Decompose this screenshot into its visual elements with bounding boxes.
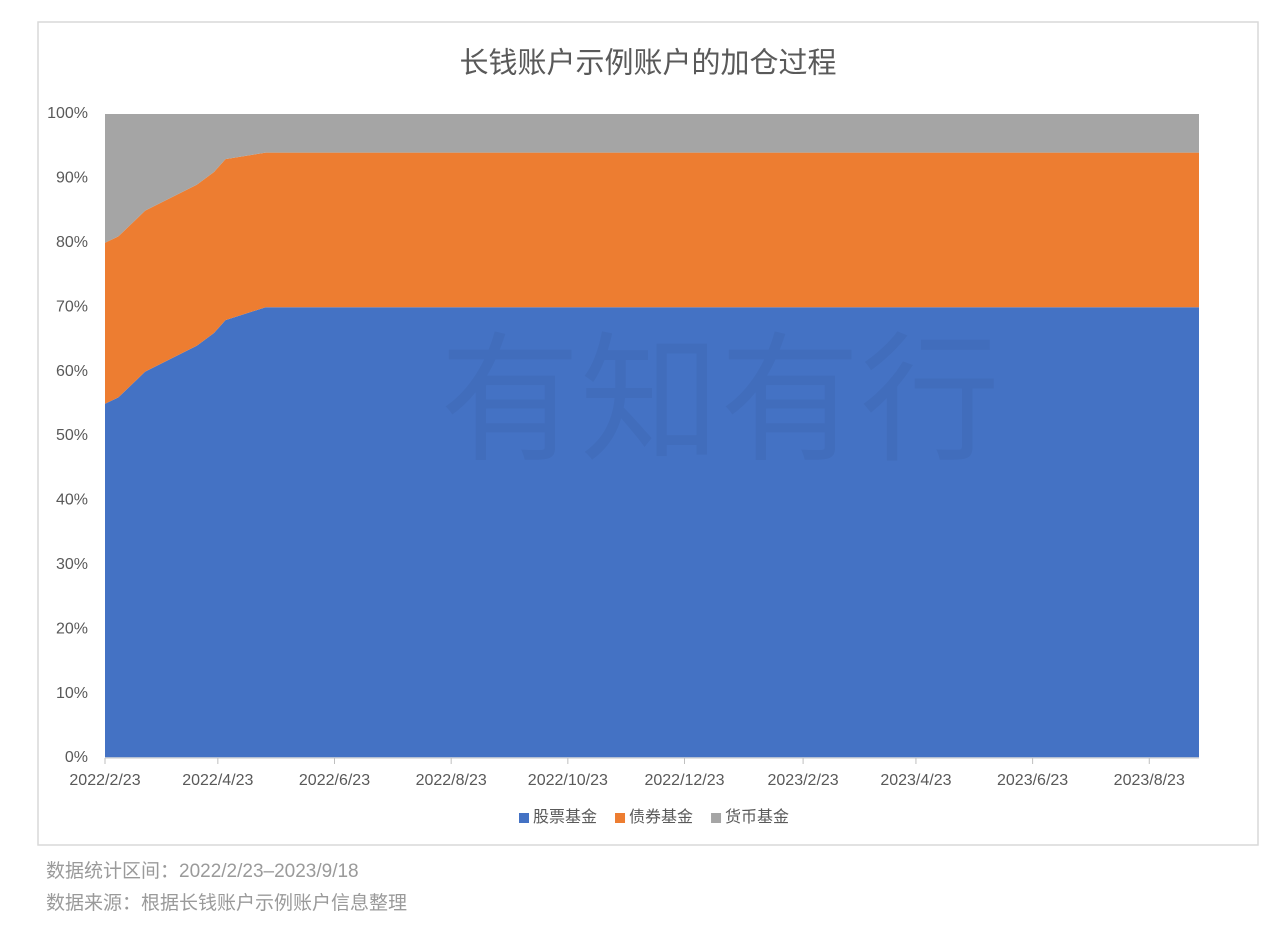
watermark: 有知有行	[440, 322, 1000, 479]
y-tick-label: 0%	[65, 749, 88, 766]
y-tick-label: 90%	[56, 170, 88, 187]
x-tick-label: 2023/8/23	[1114, 772, 1185, 789]
area	[105, 152, 1199, 404]
area	[105, 307, 1199, 758]
x-tick-label: 2022/2/23	[69, 772, 140, 789]
legend-label: 债券基金	[629, 808, 693, 826]
x-tick-label: 2022/10/23	[528, 772, 608, 789]
legend-label: 股票基金	[533, 808, 597, 826]
x-tick-label: 2023/4/23	[880, 772, 951, 789]
y-tick-label: 10%	[56, 685, 88, 702]
legend-swatch	[615, 813, 626, 823]
y-tick-label: 30%	[56, 556, 88, 573]
x-tick-label: 2023/6/23	[997, 772, 1068, 789]
y-tick-label: 60%	[56, 363, 88, 380]
area	[105, 114, 1199, 243]
legend-swatch	[519, 813, 529, 823]
y-tick-label: 80%	[56, 234, 88, 251]
x-tick-label: 2022/8/23	[416, 772, 487, 789]
x-tick-label: 2023/2/23	[768, 772, 839, 789]
x-tick-label: 2022/6/23	[299, 772, 370, 789]
y-tick-label: 50%	[56, 427, 88, 444]
legend-swatch	[711, 813, 722, 823]
y-tick-label: 20%	[56, 620, 88, 637]
legend-label: 货币基金	[725, 808, 789, 826]
x-tick-label: 2022/12/23	[644, 772, 724, 789]
x-tick-label: 2022/4/23	[182, 772, 253, 789]
y-tick-label: 70%	[56, 298, 88, 315]
y-tick-label: 100%	[47, 105, 88, 122]
y-tick-label: 40%	[56, 492, 88, 509]
footnote: 数据统计区间：2022/2/23–2023/9/18	[46, 860, 359, 882]
footnote: 数据来源：根据长钱账户示例账户信息整理	[46, 892, 407, 914]
chart-title: 长钱账户示例账户的加仓过程	[459, 47, 836, 80]
